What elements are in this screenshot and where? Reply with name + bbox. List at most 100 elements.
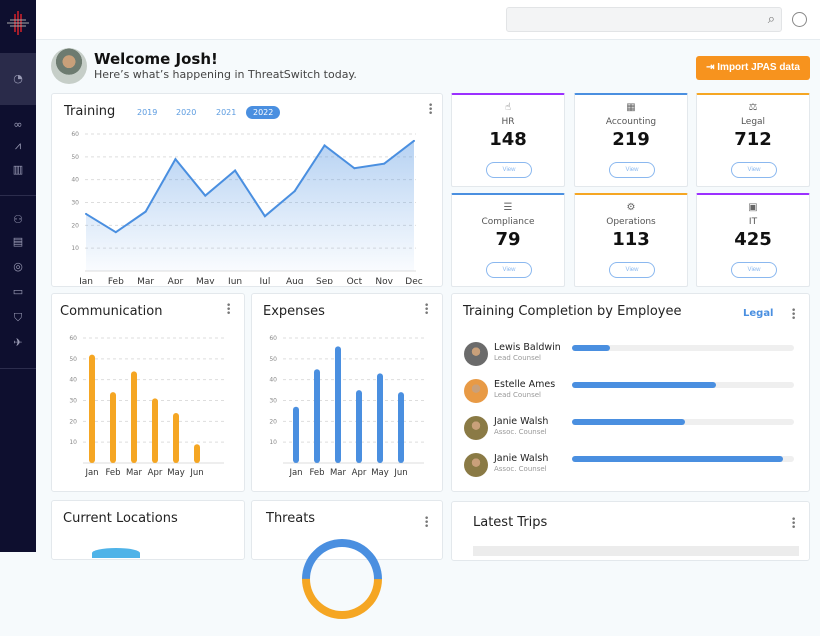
employee-avatar bbox=[464, 453, 488, 477]
view-button[interactable]: View bbox=[609, 262, 655, 278]
x-tick-label: Nov bbox=[375, 277, 393, 284]
progress-fill bbox=[572, 382, 717, 388]
x-tick-label: May bbox=[196, 277, 215, 284]
more-options-icon[interactable]: • • • bbox=[424, 301, 430, 319]
data-point bbox=[174, 158, 177, 161]
employee-row[interactable]: Janie Walsh Assoc. Counsel bbox=[464, 453, 804, 479]
employee-row[interactable]: Estelle Ames Lead Counsel bbox=[464, 379, 804, 405]
progress-fill bbox=[572, 419, 686, 425]
y-tick-label: 40 bbox=[269, 377, 277, 384]
x-tick-label: Oct bbox=[347, 277, 363, 284]
import-jpas-button[interactable]: ⇥ Import JPAS data bbox=[696, 56, 810, 80]
area-chart-icon[interactable]: ⩘ bbox=[14, 139, 22, 152]
binoculars-icon[interactable]: ∞ bbox=[13, 118, 23, 131]
dashboard-icon: ◔ bbox=[13, 72, 23, 85]
view-button[interactable]: View bbox=[486, 162, 532, 178]
sidebar-item-dashboard[interactable]: ◔ bbox=[0, 53, 36, 105]
department-card-legal: ⚖ Legal 712 View bbox=[696, 93, 810, 187]
x-tick-label: Jun bbox=[189, 468, 203, 478]
employee-role: Lead Counsel bbox=[494, 354, 541, 362]
scroll-icon: ☰ bbox=[503, 202, 513, 213]
y-tick-label: 60 bbox=[71, 131, 79, 138]
x-tick-label: Feb bbox=[309, 468, 324, 478]
x-tick-label: Mar bbox=[126, 468, 143, 478]
bar bbox=[293, 406, 299, 463]
bar bbox=[356, 390, 362, 463]
threats-donut bbox=[285, 522, 399, 636]
year-tab-2019[interactable]: 2019 bbox=[137, 108, 158, 117]
department-count: 113 bbox=[612, 229, 650, 250]
data-point bbox=[263, 215, 266, 218]
communication-chart: 10 20 30 40 50 60 Jan Feb Mar Apr May Jun bbox=[69, 335, 224, 478]
department-name: Legal bbox=[740, 117, 766, 127]
data-point bbox=[85, 212, 87, 215]
search-input[interactable]: ⌕ bbox=[506, 7, 782, 32]
bar bbox=[131, 371, 137, 463]
view-button[interactable]: View bbox=[731, 262, 777, 278]
trips-title: Latest Trips bbox=[473, 515, 548, 530]
building-icon[interactable]: ▤ bbox=[12, 235, 24, 248]
more-options-icon[interactable]: • • • bbox=[428, 101, 434, 119]
threats-title: Threats bbox=[266, 511, 316, 526]
bar bbox=[173, 413, 179, 463]
department-name: HR bbox=[501, 117, 515, 127]
data-point bbox=[383, 162, 386, 165]
more-options-icon[interactable]: • • • bbox=[791, 515, 797, 533]
more-options-icon[interactable]: • • • bbox=[424, 514, 430, 532]
y-tick-label: 20 bbox=[269, 418, 277, 425]
x-tick-label: Apr bbox=[148, 468, 163, 478]
globe-search-icon[interactable]: ◎ bbox=[13, 260, 23, 273]
laptop-icon[interactable]: ▭ bbox=[12, 285, 24, 298]
y-tick-label: 20 bbox=[69, 418, 77, 425]
employee-row[interactable]: Janie Walsh Assoc. Counsel bbox=[464, 416, 804, 442]
year-tab-2021[interactable]: 2021 bbox=[216, 108, 237, 117]
data-point bbox=[323, 144, 326, 147]
expenses-card: Expenses • • • 10 20 30 40 50 60 Jan Feb Mar Apr May… bbox=[251, 293, 443, 492]
search-icon[interactable]: ⌕ bbox=[767, 12, 775, 27]
employee-row[interactable]: Lewis Baldwin Lead Counsel bbox=[464, 342, 804, 368]
user-circle-icon[interactable] bbox=[792, 12, 807, 27]
data-point bbox=[353, 167, 356, 170]
x-tick-label: Feb bbox=[108, 277, 124, 284]
travel-icon[interactable]: ✈ bbox=[13, 336, 23, 349]
threatswitch-logo[interactable] bbox=[6, 10, 30, 36]
x-tick-label: Jul bbox=[258, 277, 270, 284]
y-tick-label: 30 bbox=[71, 200, 79, 207]
x-tick-label: Apr bbox=[168, 277, 184, 284]
x-tick-label: Jun bbox=[393, 468, 407, 478]
x-tick-label: Feb bbox=[105, 468, 120, 478]
year-tab-2020[interactable]: 2020 bbox=[176, 108, 197, 117]
y-tick-label: 10 bbox=[71, 245, 79, 252]
people-icon[interactable]: ⚇ bbox=[13, 213, 23, 226]
bar bbox=[194, 444, 200, 463]
shield-icon[interactable]: ⛉ bbox=[13, 311, 23, 324]
y-tick-label: 60 bbox=[69, 335, 77, 342]
department-count: 219 bbox=[612, 129, 650, 150]
year-tab-2022[interactable]: 2022 bbox=[246, 106, 281, 119]
employee-name: Janie Walsh bbox=[494, 453, 549, 464]
view-button[interactable]: View bbox=[609, 162, 655, 178]
y-tick-label: 20 bbox=[71, 222, 79, 229]
training-completion-card: Training Completion by Employee Legal • •… bbox=[451, 293, 810, 492]
training-title: Training bbox=[64, 104, 116, 119]
user-avatar[interactable] bbox=[51, 48, 87, 84]
latest-trips-card: Latest Trips • • • bbox=[451, 501, 810, 561]
progress-track bbox=[572, 382, 794, 388]
bar-chart-person-icon[interactable]: ▥ bbox=[12, 163, 24, 176]
y-tick-label: 10 bbox=[69, 439, 77, 446]
current-locations-card: Current Locations bbox=[51, 500, 245, 560]
department-count: 79 bbox=[495, 229, 521, 250]
progress-fill bbox=[572, 345, 610, 351]
more-options-icon[interactable]: • • • bbox=[226, 301, 232, 319]
y-tick-label: 30 bbox=[269, 398, 277, 405]
department-filter[interactable]: Legal bbox=[743, 308, 774, 319]
data-point bbox=[144, 210, 147, 213]
y-tick-label: 10 bbox=[269, 439, 277, 446]
view-button[interactable]: View bbox=[486, 262, 532, 278]
x-tick-label: Sep bbox=[316, 277, 333, 284]
view-button[interactable]: View bbox=[731, 162, 777, 178]
threats-card: Threats • • • bbox=[251, 500, 443, 636]
more-options-icon[interactable]: • • • bbox=[791, 306, 797, 324]
progress-track bbox=[572, 345, 794, 351]
department-card-hr: ☝ HR 148 View bbox=[451, 93, 565, 187]
